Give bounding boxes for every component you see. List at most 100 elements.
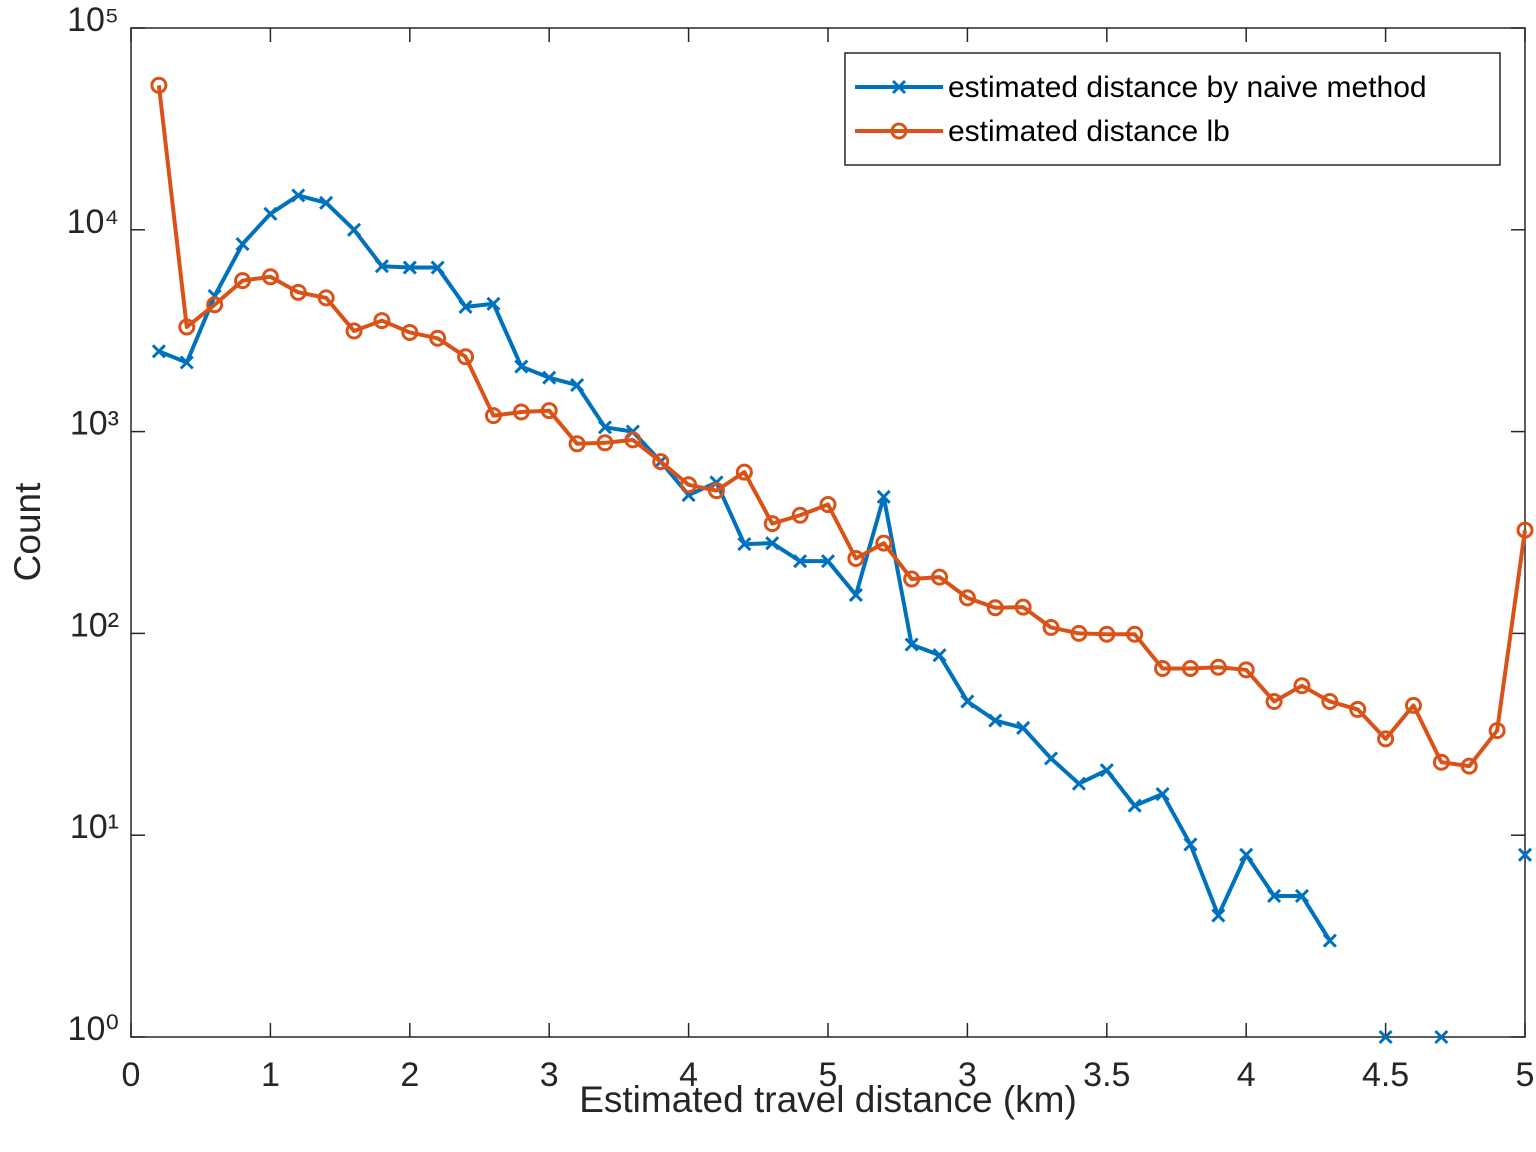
x-tick-label: 3.5 [1083,1056,1130,1094]
data-point [1432,753,1450,771]
data-point [1070,624,1088,642]
data-point [876,489,891,504]
data-point [1434,1029,1449,1045]
data-point [1377,730,1395,748]
data-point [707,482,725,500]
data-point [904,637,919,652]
data-point [1071,776,1086,791]
data-point [261,268,279,286]
data-point [1211,908,1226,923]
x-tick-label: 0 [122,1056,141,1094]
x-tick-label: 1 [261,1056,280,1094]
legend-marker [890,122,908,140]
data-point [1099,763,1114,778]
data-point [1322,933,1337,948]
data-point [652,453,670,471]
data-point [263,206,278,221]
data-point [1155,786,1170,802]
data-point [150,76,168,94]
data-point [345,322,363,340]
data-point [317,289,335,307]
y-axis-label: Count [7,482,48,581]
data-point [484,407,502,425]
data-point [1293,677,1311,695]
data-point [235,236,250,252]
data-point [374,259,389,274]
data-point [791,506,809,524]
x-tick-label: 3 [958,1056,977,1094]
data-point [373,312,391,330]
data-point [401,323,419,341]
data-point [458,299,473,314]
data-point [1378,1029,1393,1045]
x-tick-label: 4.5 [1362,1056,1409,1094]
legend-label: estimated distance by naive method [948,71,1427,104]
data-point [429,329,447,347]
data-point [1349,700,1367,718]
x-tick-label: 5 [819,1056,838,1094]
data-point [1517,847,1533,862]
data-point [151,344,166,359]
data-point [793,554,808,569]
data-point [819,496,837,514]
data-point [179,355,194,370]
data-point [291,188,306,203]
data-point [512,403,530,421]
data-point [570,378,585,393]
data-point [1488,722,1506,740]
data-point [765,536,780,551]
x-tick-label: 2 [400,1056,419,1094]
x-tick-label: 4 [1237,1056,1256,1094]
data-point [932,648,947,663]
data-point [624,431,642,449]
data-point [597,420,613,435]
data-point [540,402,558,420]
data-point [1181,659,1199,677]
data-point [1043,751,1059,766]
data-point [234,272,252,290]
data-point [486,296,501,311]
x-axis-label: Estimated travel distance (km) [579,1079,1077,1120]
data-point [1014,598,1032,616]
data-point [402,260,417,275]
data-point [346,222,362,237]
x-tick-label: 5 [1516,1056,1535,1094]
data-point [206,296,224,314]
data-point [1516,521,1534,539]
data-point [289,283,307,301]
data-point [735,463,753,481]
data-point [1321,692,1339,710]
data-point [763,515,781,533]
data-point [1404,696,1422,714]
data-point [457,348,475,366]
data-point [1126,625,1144,643]
data-point [430,260,445,275]
data-point [820,554,836,569]
legend-marker [891,79,907,95]
data-point [848,587,863,603]
data-point [596,434,614,452]
y-tick-label: 10³ [70,405,119,443]
data-point [1239,847,1254,862]
series-line [156,85,1527,769]
legend-label: estimated distance lb [948,115,1230,148]
data-point [988,713,1003,728]
data-point [903,570,921,588]
y-tick-label: 10⁰ [68,1010,119,1048]
data-point [1237,661,1255,679]
data-point [875,534,893,552]
x-tick-label: 4 [679,1056,698,1094]
y-tick-label: 10² [70,606,119,644]
data-point [1016,720,1031,736]
data-point [568,435,586,453]
data-point [958,589,976,607]
data-point [1209,658,1227,676]
data-point [931,568,949,586]
data-point [737,537,752,552]
y-tick-label: 10¹ [70,808,119,846]
data-point [960,694,975,709]
data-point [1460,757,1478,775]
data-point [1267,888,1282,904]
